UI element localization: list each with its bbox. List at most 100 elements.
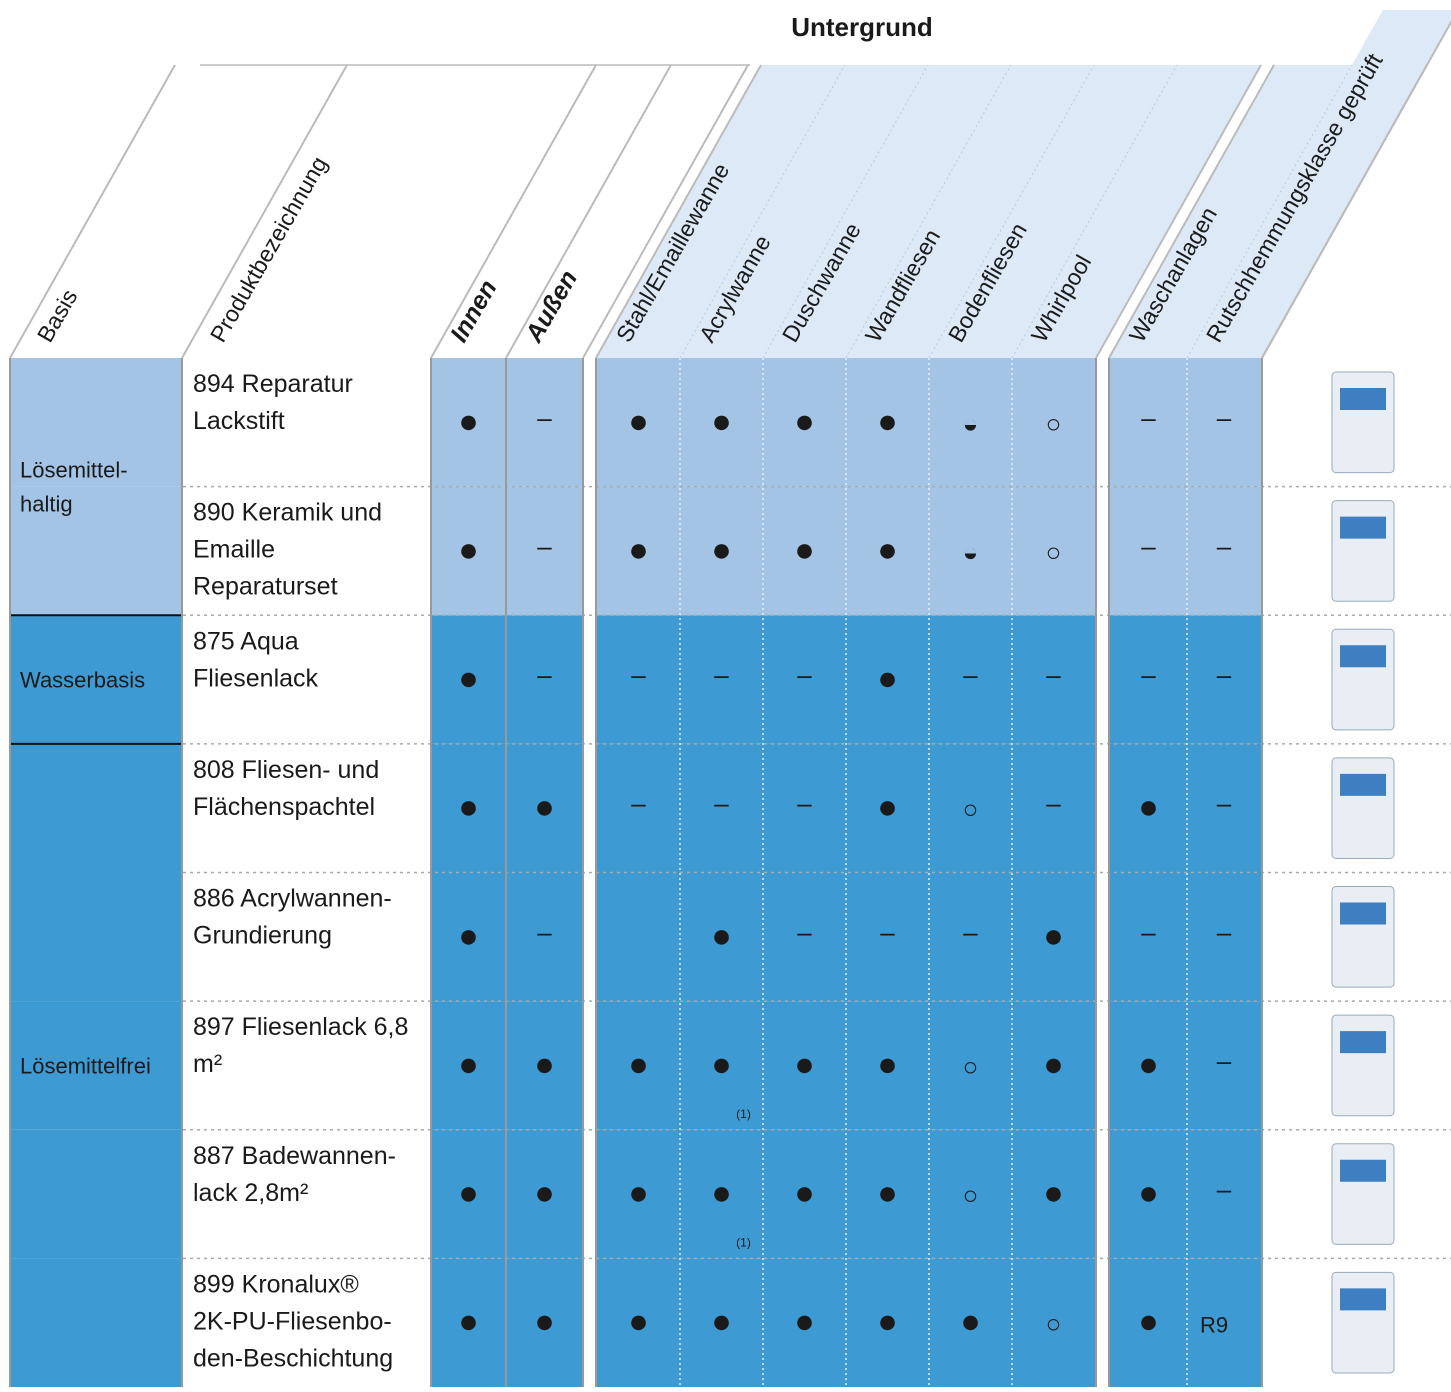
column-header: Produktbezeichnung xyxy=(205,152,332,347)
cell-bg xyxy=(680,1258,763,1387)
header-divider xyxy=(762,64,929,359)
cell-symbol: ● xyxy=(1043,917,1064,955)
cell-symbol: ● xyxy=(877,788,898,826)
cell-bg xyxy=(507,743,582,873)
product-name: Reparaturset xyxy=(193,573,338,601)
cell-bg xyxy=(10,486,181,616)
cell-bg xyxy=(1110,358,1187,487)
cell-symbol: ● xyxy=(1043,1045,1064,1083)
cell-bg xyxy=(1012,872,1095,1002)
cell-symbol: – xyxy=(963,917,978,947)
cell-bg xyxy=(10,872,181,1002)
cell-symbol: ◒ xyxy=(963,537,979,567)
cell-symbol: – xyxy=(1217,788,1232,818)
cell-bg xyxy=(929,1129,1012,1259)
cell-bg xyxy=(1187,358,1261,487)
cell-symbol: ● xyxy=(458,531,479,569)
product-image-label xyxy=(1340,516,1386,539)
cell-symbol: ● xyxy=(628,1174,649,1212)
cell-symbol: ● xyxy=(794,1174,815,1212)
product-image xyxy=(1331,1143,1395,1245)
product-name: den-Beschichtung xyxy=(193,1344,393,1372)
cell-symbol: ● xyxy=(794,1303,815,1341)
cell-symbol: ● xyxy=(1138,788,1159,826)
cell-bg xyxy=(846,1129,929,1259)
product-image xyxy=(1331,500,1395,602)
cell-bg xyxy=(432,743,505,873)
cell-bg xyxy=(846,486,929,616)
basis-label: haltig xyxy=(20,492,73,517)
cell-symbol: ● xyxy=(877,1303,898,1341)
cell-symbol: ● xyxy=(534,788,555,826)
cell-bg xyxy=(10,743,181,873)
cell-symbol: – xyxy=(1217,660,1232,690)
product-name: m² xyxy=(193,1050,222,1078)
cell-symbol: ● xyxy=(628,1303,649,1341)
cell-bg xyxy=(763,615,846,744)
cell-symbol: – xyxy=(1217,1045,1232,1075)
cell-symbol: – xyxy=(1141,402,1156,432)
cell-bg xyxy=(763,1129,846,1259)
cell-bg xyxy=(929,486,1012,616)
product-name: 2K-PU-Fliesenbo- xyxy=(193,1307,392,1335)
header-divider xyxy=(845,64,1012,359)
cell-symbol: ○ xyxy=(963,1051,979,1081)
cell-bg xyxy=(680,1001,763,1130)
cell-bg xyxy=(846,743,929,873)
cell-bg xyxy=(846,1258,929,1387)
cell-symbol: ● xyxy=(458,1174,479,1212)
header-line xyxy=(595,64,762,359)
product-image-label xyxy=(1340,1159,1386,1182)
product-image xyxy=(1331,1271,1395,1374)
cell-bg xyxy=(929,1258,1012,1387)
cell-bg xyxy=(597,358,680,487)
product-name: 897 Fliesenlack 6,8 xyxy=(193,1013,408,1041)
cell-bg xyxy=(1187,486,1261,616)
cell-bg xyxy=(1110,872,1187,1002)
product-image-label xyxy=(1340,902,1386,925)
cell-bg xyxy=(763,1001,846,1130)
header-panel xyxy=(1187,10,1451,358)
cell-bg xyxy=(507,486,582,616)
cell-symbol: – xyxy=(1217,402,1232,432)
header-panel xyxy=(1110,65,1352,358)
cell-bg xyxy=(763,486,846,616)
cell-bg xyxy=(432,1001,505,1130)
cell-symbol: ● xyxy=(711,1303,732,1341)
column-header: Außen xyxy=(519,266,583,348)
product-name: Lackstift xyxy=(193,407,285,435)
cell-bg xyxy=(1110,1129,1187,1259)
cell-symbol: – xyxy=(797,917,812,947)
cell-symbol: – xyxy=(1141,531,1156,561)
cell-bg xyxy=(1187,1129,1261,1259)
header-line xyxy=(1108,64,1275,359)
product-name: 875 Aqua xyxy=(193,627,299,655)
cell-symbol: ● xyxy=(877,1045,898,1083)
cell-symbol: ● xyxy=(458,1303,479,1341)
cell-symbol: – xyxy=(1046,788,1061,818)
header-line xyxy=(1095,64,1262,359)
cell-bg xyxy=(929,872,1012,1002)
cell-symbol: ○ xyxy=(1046,408,1062,438)
cell-symbol: R9 xyxy=(1200,1313,1228,1338)
cell-bg xyxy=(929,1001,1012,1130)
cell-symbol: – xyxy=(714,660,729,690)
cell-symbol: – xyxy=(797,788,812,818)
header-divider xyxy=(679,64,846,359)
product-image xyxy=(1331,628,1395,731)
cell-symbol: ● xyxy=(711,402,732,440)
cell-bg xyxy=(1110,615,1187,744)
product-name: 894 Reparatur xyxy=(193,370,353,398)
cell-bg xyxy=(597,615,680,744)
product-image xyxy=(1331,757,1395,859)
cell-symbol: ○ xyxy=(1046,1309,1062,1339)
cell-bg xyxy=(507,872,582,1002)
column-header: Innen xyxy=(445,275,503,347)
cell-symbol: – xyxy=(537,917,552,947)
cell-bg xyxy=(680,743,763,873)
cell-symbol: ● xyxy=(458,660,479,698)
cell-bg xyxy=(507,1129,582,1259)
cell-bg xyxy=(597,1258,680,1387)
cell-bg xyxy=(597,743,680,873)
